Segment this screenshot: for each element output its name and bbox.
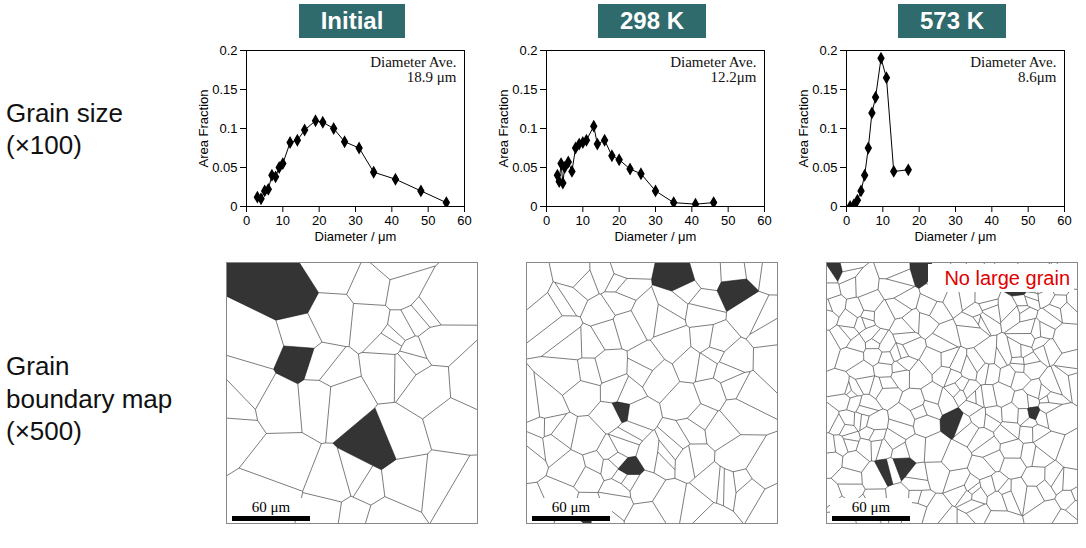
- svg-text:60: 60: [757, 213, 771, 228]
- html-text:298 K: 298 K: [620, 7, 684, 34]
- html-text:Grain size (×100): Grain size (×100): [6, 97, 123, 160]
- svg-text:50: 50: [721, 213, 735, 228]
- svg-text:20: 20: [612, 213, 626, 228]
- svg-text:30: 30: [348, 213, 362, 228]
- html-text:Initial: Initial: [320, 7, 384, 34]
- svg-text:0.1: 0.1: [519, 121, 537, 136]
- svg-text:0.15: 0.15: [812, 82, 837, 97]
- svg-text:Diameter Ave.18.9 μm: Diameter Ave.18.9 μm: [370, 54, 457, 85]
- svg-text:10: 10: [576, 213, 590, 228]
- svg-text:Area Fraction: Area Fraction: [196, 89, 211, 167]
- svg-text:20: 20: [312, 213, 326, 228]
- svg-text:0.2: 0.2: [219, 43, 237, 58]
- svg-text:0.05: 0.05: [512, 160, 537, 175]
- svg-text:0.1: 0.1: [219, 121, 237, 136]
- svg-text:Area Fraction: Area Fraction: [496, 89, 511, 167]
- svg-text:60 μm: 60 μm: [852, 499, 891, 515]
- svg-text:0: 0: [243, 213, 250, 228]
- svg-text:10: 10: [876, 213, 890, 228]
- svg-text:60: 60: [457, 213, 471, 228]
- svg-text:40: 40: [985, 213, 999, 228]
- svg-text:0.2: 0.2: [519, 43, 537, 58]
- svg-text:0.05: 0.05: [812, 160, 837, 175]
- svg-text:60 μm: 60 μm: [252, 499, 291, 515]
- svg-text:Diameter / μm: Diameter / μm: [315, 229, 397, 244]
- svg-text:0.1: 0.1: [819, 121, 837, 136]
- svg-text:0.15: 0.15: [512, 82, 537, 97]
- svg-text:30: 30: [648, 213, 662, 228]
- svg-text:0.15: 0.15: [212, 82, 237, 97]
- html-text:Grain boundary map (×500): Grain boundary map (×500): [6, 351, 173, 447]
- svg-text:60: 60: [1057, 213, 1071, 228]
- svg-text:No large grain: No large grain: [944, 267, 1070, 289]
- svg-text:0: 0: [843, 213, 850, 228]
- svg-text:0.05: 0.05: [212, 160, 237, 175]
- svg-text:30: 30: [948, 213, 962, 228]
- svg-text:Diameter Ave.12.2μm: Diameter Ave.12.2μm: [670, 54, 757, 85]
- svg-text:60 μm: 60 μm: [552, 499, 591, 515]
- svg-text:Diameter Ave.8.6μm: Diameter Ave.8.6μm: [970, 54, 1057, 85]
- svg-text:Area Fraction: Area Fraction: [796, 89, 811, 167]
- svg-text:0: 0: [230, 199, 237, 214]
- svg-text:50: 50: [1021, 213, 1035, 228]
- svg-text:40: 40: [385, 213, 399, 228]
- svg-text:0: 0: [830, 199, 837, 214]
- svg-text:20: 20: [912, 213, 926, 228]
- svg-text:10: 10: [276, 213, 290, 228]
- svg-text:40: 40: [685, 213, 699, 228]
- svg-text:0: 0: [543, 213, 550, 228]
- html-text:573 K: 573 K: [920, 7, 984, 34]
- svg-text:50: 50: [421, 213, 435, 228]
- svg-text:0: 0: [530, 199, 537, 214]
- svg-text:Diameter / μm: Diameter / μm: [615, 229, 697, 244]
- svg-text:0.2: 0.2: [819, 43, 837, 58]
- svg-text:Diameter / μm: Diameter / μm: [915, 229, 997, 244]
